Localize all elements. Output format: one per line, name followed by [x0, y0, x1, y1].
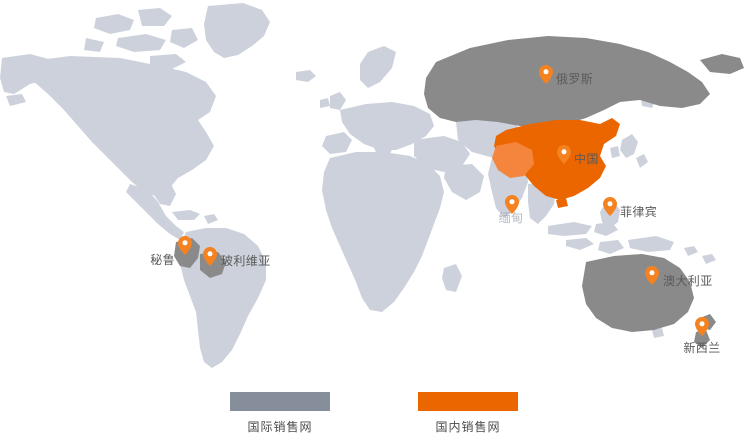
china-subregion-west [492, 142, 534, 178]
map-label-australia: 澳大利亚 [663, 274, 713, 288]
legend-swatch-domestic [418, 392, 518, 411]
map-label-russia: 俄罗斯 [556, 72, 594, 86]
legend-label-international: 国际销售网 [247, 420, 313, 434]
legend-item-international[interactable]: 国际销售网 [230, 392, 330, 435]
map-area[interactable]: 俄罗斯中国缅甸 菲律宾澳大利亚新西兰 秘鲁 玻利维亚 [0, 0, 748, 390]
legend-label-domestic: 国内销售网 [435, 420, 501, 434]
world-map-svg [0, 3, 744, 368]
map-label-philippines: 菲律宾 [620, 205, 658, 219]
legend-swatch-international [230, 392, 330, 411]
map-legend: 国际销售网 国内销售网 [0, 392, 748, 442]
map-label-peru: 秘鲁 [150, 253, 175, 267]
map-label-bolivia: 玻利维亚 [221, 254, 271, 268]
legend-item-domestic[interactable]: 国内销售网 [418, 392, 518, 435]
map-label-china: 中国 [574, 152, 599, 166]
map-label-newzealand: 新西兰 [683, 341, 721, 355]
map-label-myanmar: 缅甸 [498, 211, 524, 225]
